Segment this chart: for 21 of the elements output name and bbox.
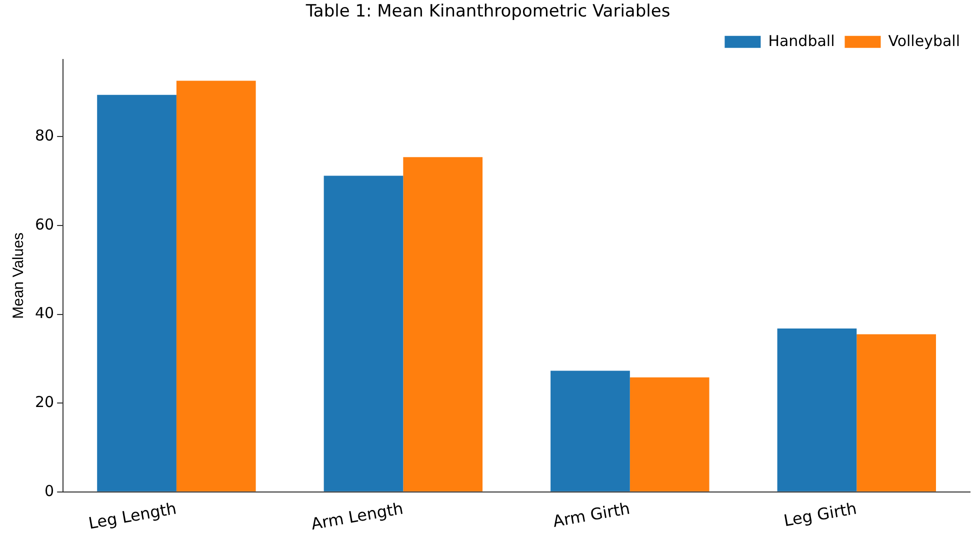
bar bbox=[176, 80, 256, 492]
chart-title: Table 1: Mean Kinanthropometric Variables bbox=[304, 2, 670, 22]
x-tick-label: Arm Girth bbox=[551, 498, 632, 531]
y-axis-title: Mean Values bbox=[10, 232, 28, 319]
bar bbox=[856, 334, 936, 492]
bar bbox=[777, 328, 857, 492]
x-tick-label: Leg Girth bbox=[782, 498, 858, 530]
legend-label: Handball bbox=[768, 32, 835, 50]
bar bbox=[550, 370, 630, 492]
bar bbox=[403, 157, 483, 492]
y-tick-label: 40 bbox=[34, 304, 54, 322]
legend-label: Volleyball bbox=[888, 32, 960, 50]
x-tick-label: Arm Length bbox=[310, 498, 405, 534]
bar bbox=[324, 176, 404, 492]
bar bbox=[97, 94, 176, 492]
x-tick-label: Leg Length bbox=[87, 498, 178, 533]
y-tick-label: 80 bbox=[34, 126, 54, 145]
y-tick-label: 20 bbox=[34, 393, 54, 411]
y-tick-label: 60 bbox=[34, 215, 54, 234]
y-tick-label: 0 bbox=[44, 482, 54, 500]
bar bbox=[630, 377, 710, 492]
